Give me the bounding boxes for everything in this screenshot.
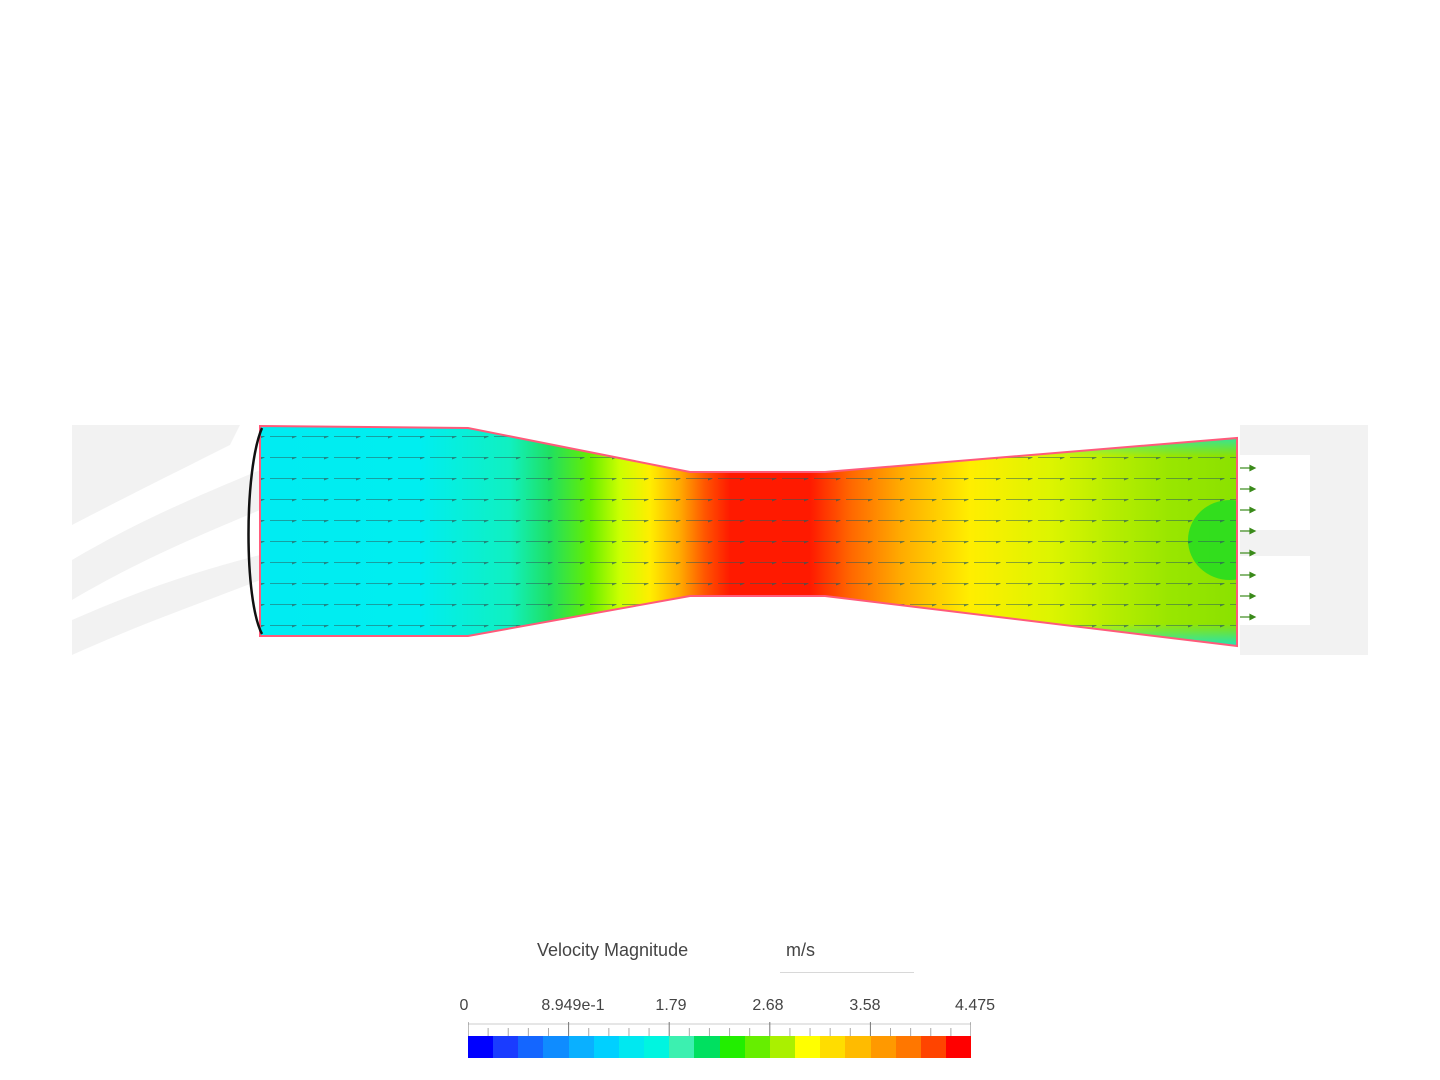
legend-swatch (518, 1036, 544, 1058)
legend-swatch (870, 1036, 896, 1058)
venturi-pipe (247, 424, 1257, 648)
legend-swatch (468, 1036, 494, 1058)
legend-swatch (895, 1036, 921, 1058)
legend-ticks (468, 1022, 971, 1036)
tick-label-2: 1.79 (655, 997, 687, 1014)
tick-label-1: 8.949e-1 (541, 997, 605, 1014)
legend-swatch (845, 1036, 871, 1058)
legend-swatch (795, 1036, 821, 1058)
legend-color-bar (468, 1036, 972, 1058)
3d-viewport[interactable] (0, 0, 1440, 900)
legend-swatch (593, 1036, 619, 1058)
flow-visualization (72, 424, 1368, 655)
legend-swatch (945, 1036, 972, 1058)
tick-label-min: 0 (459, 997, 469, 1014)
unit-dropdown[interactable]: m/s (780, 934, 914, 973)
legend-swatch (769, 1036, 796, 1058)
tick-label-3: 2.68 (752, 997, 784, 1014)
legend-swatch (568, 1036, 594, 1058)
legend-swatch (694, 1036, 720, 1058)
legend-swatch (493, 1036, 519, 1058)
legend-swatch (669, 1036, 695, 1058)
tick-label-max: 4.475 (954, 997, 996, 1014)
tick-label-4: 3.58 (849, 997, 881, 1014)
legend-swatch (820, 1036, 846, 1058)
legend-title: Velocity Magnitude (537, 940, 689, 960)
unit-label: m/s (786, 940, 815, 960)
color-legend: Velocity Magnitude m/s 0 8.949e-1 1.79 2… (440, 930, 1030, 1070)
legend-swatch (920, 1036, 946, 1058)
legend-swatch (744, 1036, 770, 1058)
legend-swatch (644, 1036, 670, 1058)
legend-swatch (618, 1036, 645, 1058)
watermark-logo (72, 425, 1368, 655)
legend-swatch (543, 1036, 569, 1058)
legend-swatch (719, 1036, 745, 1058)
